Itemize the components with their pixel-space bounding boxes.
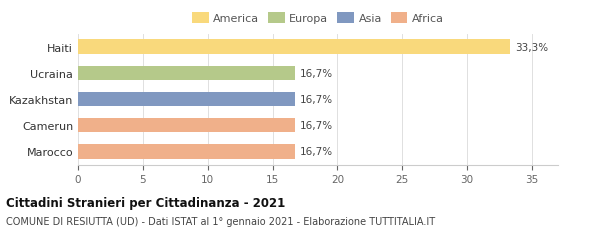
Legend: America, Europa, Asia, Africa: America, Europa, Asia, Africa — [190, 10, 446, 26]
Text: 16,7%: 16,7% — [300, 68, 333, 79]
Text: 16,7%: 16,7% — [300, 147, 333, 157]
Text: 33,3%: 33,3% — [515, 42, 548, 52]
Bar — [78, 40, 510, 55]
Text: COMUNE DI RESIUTTA (UD) - Dati ISTAT al 1° gennaio 2021 - Elaborazione TUTTITALI: COMUNE DI RESIUTTA (UD) - Dati ISTAT al … — [6, 216, 435, 226]
Text: 16,7%: 16,7% — [300, 95, 333, 105]
Bar — [78, 119, 295, 133]
Text: Cittadini Stranieri per Cittadinanza - 2021: Cittadini Stranieri per Cittadinanza - 2… — [6, 196, 285, 209]
Bar — [78, 93, 295, 107]
Bar — [78, 145, 295, 159]
Bar — [78, 66, 295, 81]
Text: 16,7%: 16,7% — [300, 121, 333, 131]
